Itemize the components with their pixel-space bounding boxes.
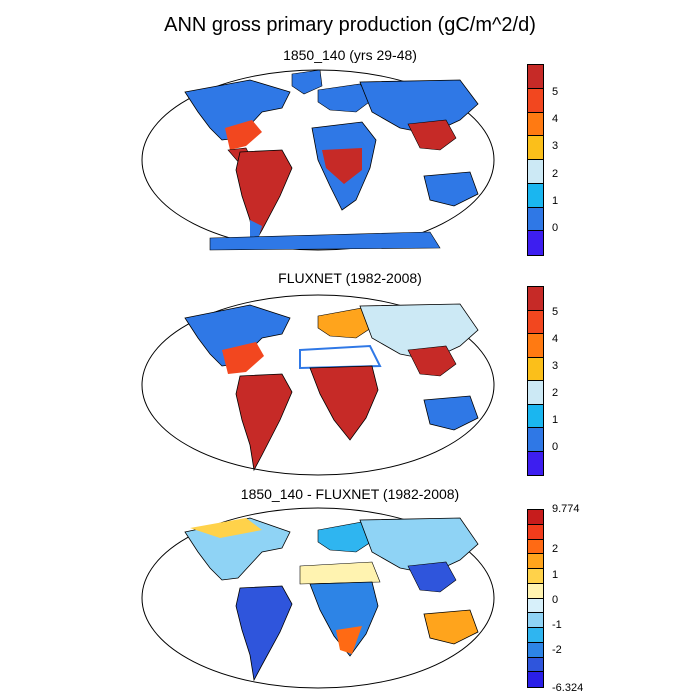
panel2-cb-label: 2 [552, 387, 559, 399]
panel2-map [141, 294, 495, 476]
colorbar-swatch [528, 628, 543, 643]
panel2-cb-label: 0 [552, 441, 559, 453]
panel3-colorbar [527, 509, 544, 688]
panel1-cb-label: 5 [552, 86, 559, 98]
colorbar-swatch [528, 583, 543, 599]
panel3-africa [309, 581, 379, 657]
panel1-subtitle: 1850_140 (yrs 29-48) [283, 47, 417, 63]
colorbar-swatch [528, 136, 543, 160]
panel1-cb-label: 3 [552, 140, 559, 152]
panel1-cb-label: 2 [552, 168, 559, 180]
colorbar-swatch [528, 613, 543, 628]
panel3-cb-label: 2 [552, 543, 559, 555]
panel2-africa [309, 365, 379, 441]
panel3-sahara [299, 561, 381, 585]
panel1-colorbar [527, 64, 544, 256]
panel1-cb-label: 4 [552, 113, 559, 125]
colorbar-swatch [528, 598, 543, 614]
panel1-antarctica [209, 231, 441, 251]
panel3-australia [423, 609, 479, 645]
colorbar-swatch [528, 231, 543, 255]
figure-title: ANN gross primary production (gC/m^2/d) [164, 14, 536, 36]
colorbar-swatch [528, 569, 543, 584]
panel3-cb-label: -2 [552, 644, 562, 656]
panel2-subtitle: FLUXNET (1982-2008) [278, 270, 422, 286]
colorbar-swatch [528, 554, 543, 569]
panel1-australia [423, 171, 479, 207]
panel1-europe [317, 83, 373, 113]
panel3-africa-south [336, 626, 362, 654]
panel2-cb-label: 3 [552, 360, 559, 372]
panel3-cb-label: 1 [552, 569, 559, 581]
colorbar-swatch [528, 381, 543, 405]
panel2-sahara [299, 344, 382, 370]
panel1-cb-label: 0 [552, 222, 559, 234]
colorbar-swatch [528, 310, 543, 334]
panel2-cb-label: 4 [552, 333, 559, 345]
panel3-cb-label: -6.324 [552, 682, 584, 694]
colorbar-swatch [528, 207, 543, 232]
colorbar-swatch [528, 672, 543, 687]
panel2-south-america [235, 373, 293, 472]
colorbar-swatch [528, 88, 543, 113]
colorbar-swatch [528, 510, 543, 525]
colorbar-swatch [528, 524, 543, 540]
panel2-se-asia [407, 345, 457, 377]
panel2-north-america-east [222, 342, 264, 374]
colorbar-swatch [528, 160, 543, 184]
panel2-cb-label: 1 [552, 414, 559, 426]
colorbar-swatch [528, 183, 543, 208]
panel3-se-asia [407, 561, 457, 593]
colorbar-swatch [528, 451, 543, 475]
colorbar-swatch [528, 428, 543, 452]
panel3-south-america [235, 585, 293, 682]
panel3-cb-label: 0 [552, 594, 559, 606]
colorbar-swatch [528, 357, 543, 381]
colorbar-swatch [528, 642, 543, 658]
panel1-north-america-east [225, 120, 262, 150]
panel2-colorbar [527, 286, 544, 476]
colorbar-swatch [528, 287, 543, 311]
colorbar-swatch [528, 334, 543, 358]
panel1-africa-tropics [322, 148, 362, 184]
panel3-subtitle: 1850_140 - FLUXNET (1982-2008) [240, 486, 460, 502]
colorbar-swatch [528, 539, 543, 555]
panel1-se-asia [407, 119, 457, 151]
colorbar-swatch [528, 112, 543, 137]
panel2-cb-label: 5 [552, 306, 559, 318]
colorbar-swatch [528, 404, 543, 428]
panel3-cb-label: -1 [552, 619, 562, 631]
panel1-greenland [291, 69, 323, 95]
colorbar-swatch [528, 657, 543, 673]
panel3-map [141, 507, 495, 689]
panel1-cb-label: 1 [552, 195, 559, 207]
colorbar-swatch [528, 65, 543, 89]
panel3-north-america-north [190, 518, 262, 538]
panel2-australia [423, 395, 479, 431]
panel3-cb-label: 9.774 [552, 503, 580, 515]
